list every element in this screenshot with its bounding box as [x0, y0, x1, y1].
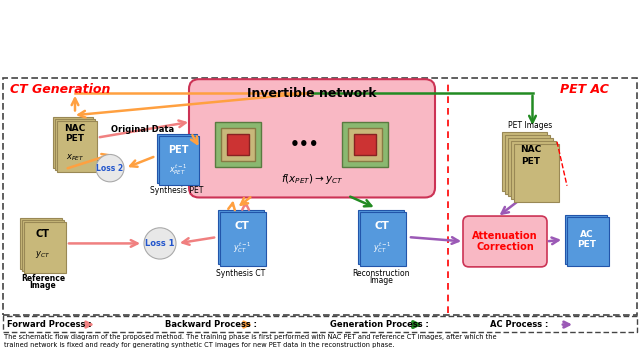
- Text: CT: CT: [235, 221, 250, 231]
- Text: CT: CT: [374, 221, 389, 231]
- Text: $f(x_{PET})\rightarrow y_{CT}$: $f(x_{PET})\rightarrow y_{CT}$: [281, 172, 343, 186]
- Text: PET: PET: [168, 145, 188, 155]
- Bar: [514, 144, 559, 202]
- Bar: [348, 128, 382, 161]
- Bar: [20, 218, 62, 269]
- Text: Invertible network: Invertible network: [247, 87, 377, 100]
- Text: AC Process :: AC Process :: [490, 320, 548, 329]
- Text: Forward Process :: Forward Process :: [7, 320, 92, 329]
- Text: Image: Image: [29, 281, 56, 289]
- Bar: [22, 220, 64, 271]
- Bar: [342, 122, 388, 167]
- FancyBboxPatch shape: [3, 316, 637, 332]
- Bar: [567, 217, 609, 266]
- FancyBboxPatch shape: [463, 216, 547, 267]
- Text: Synthesis CT: Synthesis CT: [216, 269, 266, 278]
- Text: PET AC: PET AC: [560, 83, 609, 96]
- Text: CT: CT: [36, 229, 50, 239]
- Text: The schematic flow diagram of the proposed method. The training phase is first p: The schematic flow diagram of the propos…: [4, 334, 497, 348]
- Text: Loss 1: Loss 1: [145, 239, 175, 248]
- Bar: [508, 138, 553, 196]
- Text: Image: Image: [369, 276, 393, 285]
- Text: Loss 2: Loss 2: [97, 164, 124, 173]
- Text: $y_{CT}$: $y_{CT}$: [35, 249, 51, 260]
- Circle shape: [96, 154, 124, 182]
- Text: $x_{PET}^{t-1}$: $x_{PET}^{t-1}$: [169, 162, 188, 176]
- Text: Attenuation
Correction: Attenuation Correction: [472, 231, 538, 252]
- Bar: [360, 212, 406, 266]
- Text: $y_{CT}^{t-1}$: $y_{CT}^{t-1}$: [372, 240, 391, 255]
- Bar: [220, 212, 266, 266]
- Bar: [157, 134, 197, 183]
- Text: Reconstruction: Reconstruction: [352, 269, 410, 278]
- Bar: [55, 119, 95, 170]
- Bar: [57, 121, 97, 172]
- Bar: [505, 135, 550, 194]
- Text: $x_{PET}$: $x_{PET}$: [66, 153, 84, 163]
- Text: $y_{CT}^{t-1}$: $y_{CT}^{t-1}$: [233, 240, 252, 255]
- Bar: [24, 222, 66, 273]
- Bar: [159, 136, 199, 185]
- FancyBboxPatch shape: [189, 79, 435, 197]
- Bar: [53, 117, 93, 168]
- Text: AC
PET: AC PET: [577, 230, 596, 249]
- Bar: [215, 122, 261, 167]
- Text: Synthesis PET: Synthesis PET: [150, 186, 204, 195]
- Text: PET Images: PET Images: [508, 121, 552, 130]
- Bar: [358, 210, 404, 264]
- Bar: [354, 134, 376, 155]
- Text: •••: •••: [290, 137, 320, 152]
- Text: PET: PET: [521, 157, 540, 166]
- Text: CT Generation: CT Generation: [10, 83, 110, 96]
- Text: Reference: Reference: [21, 274, 65, 283]
- Text: Generation Process :: Generation Process :: [330, 320, 429, 329]
- Text: NAC
PET: NAC PET: [65, 124, 86, 143]
- FancyBboxPatch shape: [3, 78, 637, 315]
- Text: Backward Process :: Backward Process :: [165, 320, 257, 329]
- Bar: [227, 134, 249, 155]
- Bar: [565, 215, 607, 264]
- Bar: [511, 141, 556, 200]
- Text: Original Data: Original Data: [111, 125, 175, 134]
- Bar: [218, 210, 264, 264]
- Bar: [502, 132, 547, 191]
- Bar: [221, 128, 255, 161]
- Circle shape: [144, 228, 176, 259]
- Text: NAC: NAC: [520, 145, 541, 154]
